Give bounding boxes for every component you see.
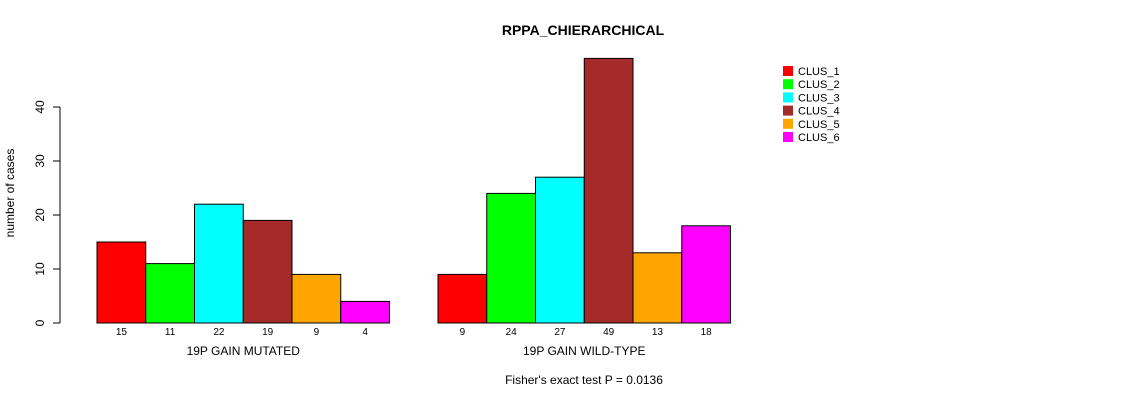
bar bbox=[632, 252, 683, 324]
bar-count-label: 4 bbox=[362, 327, 368, 338]
group-label: 19P GAIN WILD-TYPE bbox=[523, 344, 645, 358]
legend-label: CLUS_6 bbox=[798, 132, 840, 144]
legend-swatch bbox=[783, 118, 793, 129]
legend-swatch bbox=[783, 92, 793, 103]
bar bbox=[340, 300, 390, 324]
group-label: 19P GAIN MUTATED bbox=[187, 344, 301, 358]
y-tick-label: 0 bbox=[33, 319, 47, 326]
chart-title: RPPA_CHIERARCHICAL bbox=[502, 22, 665, 38]
bar-count-label: 24 bbox=[506, 327, 518, 338]
group-labels: 19P GAIN MUTATED 19P GAIN WILD-TYPE bbox=[187, 344, 646, 358]
bar bbox=[437, 273, 488, 324]
legend-label: CLUS_4 bbox=[798, 106, 840, 118]
y-tick-label: 30 bbox=[33, 154, 47, 168]
bar-count-label: 9 bbox=[460, 327, 466, 338]
fisher-test-note: Fisher's exact test P = 0.0136 bbox=[505, 373, 663, 387]
legend-label: CLUS_5 bbox=[798, 119, 840, 131]
bar bbox=[681, 225, 731, 324]
bar bbox=[291, 273, 342, 324]
legend-label: CLUS_2 bbox=[798, 79, 840, 91]
bar-count-label: 9 bbox=[314, 327, 320, 338]
bar-count-label: 15 bbox=[116, 327, 128, 338]
count-labels: 15 11 22 19 9 4 9 24 27 49 13 18 bbox=[116, 327, 712, 338]
legend-swatch bbox=[783, 105, 793, 116]
bar-count-label: 13 bbox=[652, 327, 664, 338]
legend-label: CLUS_1 bbox=[798, 66, 840, 78]
bar bbox=[242, 219, 293, 324]
bar bbox=[96, 241, 147, 324]
bars bbox=[96, 57, 731, 324]
bar-count-label: 22 bbox=[213, 327, 225, 338]
bar bbox=[145, 263, 195, 324]
bar-count-label: 18 bbox=[701, 327, 713, 338]
bar bbox=[194, 203, 244, 324]
bar bbox=[535, 176, 585, 324]
legend-swatch bbox=[783, 66, 793, 76]
bar-count-label: 19 bbox=[262, 327, 274, 338]
y-tick-label: 40 bbox=[33, 100, 47, 114]
legend-swatch bbox=[783, 79, 793, 90]
legend-swatch bbox=[783, 132, 793, 142]
bar bbox=[486, 192, 536, 324]
legend-label: CLUS_3 bbox=[798, 92, 840, 104]
bar-count-label: 49 bbox=[603, 327, 615, 338]
bar-count-label: 11 bbox=[165, 327, 176, 338]
y-tick-label: 20 bbox=[33, 208, 47, 222]
y-axis-label: number of cases bbox=[3, 149, 17, 238]
y-tick-label: 10 bbox=[33, 262, 47, 276]
bar bbox=[583, 57, 634, 324]
bar-count-label: 27 bbox=[554, 327, 566, 338]
y-axis: 0 10 20 30 40 bbox=[33, 100, 61, 326]
